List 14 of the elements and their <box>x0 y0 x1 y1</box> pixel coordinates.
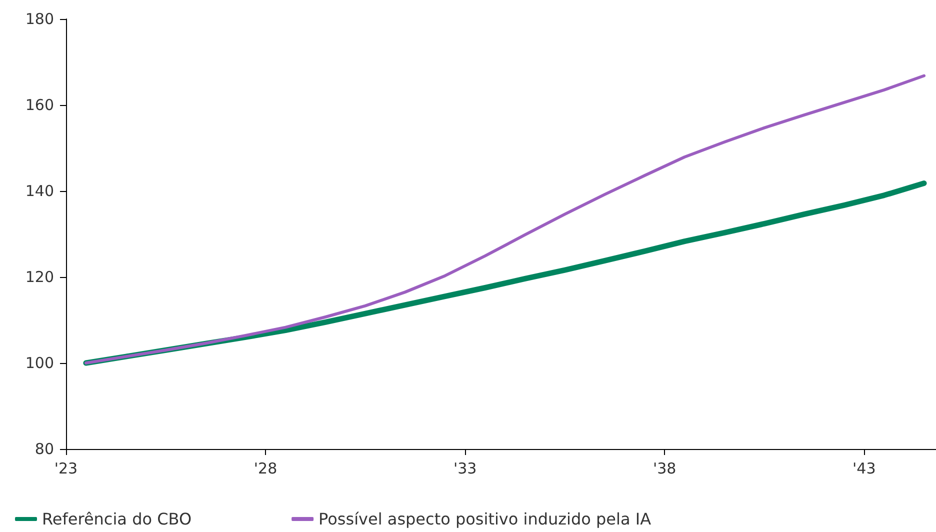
x-tick-label: '38 <box>653 460 676 478</box>
legend-label: Possível aspecto positivo induzido pela IA <box>318 510 652 528</box>
y-tick-label: 120 <box>25 268 54 286</box>
y-tick-label: 140 <box>25 182 54 200</box>
x-tick-label: '43 <box>852 460 876 478</box>
line-series <box>84 74 926 364</box>
y-tick-label: 100 <box>25 354 54 372</box>
x-tick-label: '33 <box>453 460 477 478</box>
y-tick-label: 160 <box>25 96 54 114</box>
y-tick-label: 180 <box>25 10 54 28</box>
x-tick-label: '28 <box>254 460 278 478</box>
x-tick-label: '23 <box>54 460 78 478</box>
y-tick-label: 80 <box>34 440 54 458</box>
legend-label: Referência do CBO <box>42 510 192 528</box>
